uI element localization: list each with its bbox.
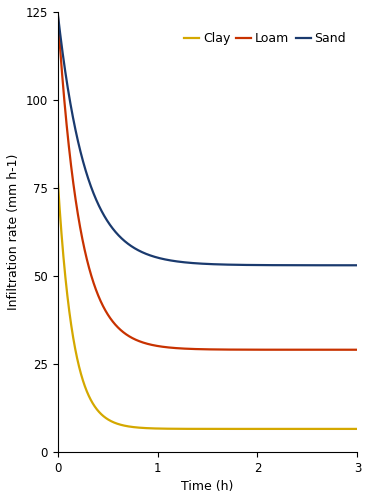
Sand [346,262,351,268]
Loam [355,346,360,352]
Line: Loam: Loam [58,12,357,349]
Line: Clay: Clay [58,178,357,429]
Clay [201,426,206,432]
X-axis label: Time (h): Time (h) [181,480,234,493]
Sand [291,262,296,268]
Clay [193,426,198,432]
Line: Sand: Sand [58,12,357,266]
Clay [56,174,60,180]
Sand [201,261,206,267]
Clay [71,333,75,339]
Clay [355,426,360,432]
Legend: Clay, Loam, Sand: Clay, Loam, Sand [179,27,351,50]
Y-axis label: Infiltration rate (mm h-1): Infiltration rate (mm h-1) [7,154,20,310]
Loam [193,346,198,352]
Loam [346,346,351,352]
Loam [291,346,296,352]
Sand [56,9,60,15]
Loam [346,346,351,352]
Clay [291,426,296,432]
Sand [193,260,198,266]
Loam [201,346,206,352]
Loam [71,177,75,183]
Sand [355,262,360,268]
Clay [346,426,351,432]
Sand [346,262,351,268]
Sand [71,114,75,120]
Clay [346,426,351,432]
Loam [56,9,60,15]
